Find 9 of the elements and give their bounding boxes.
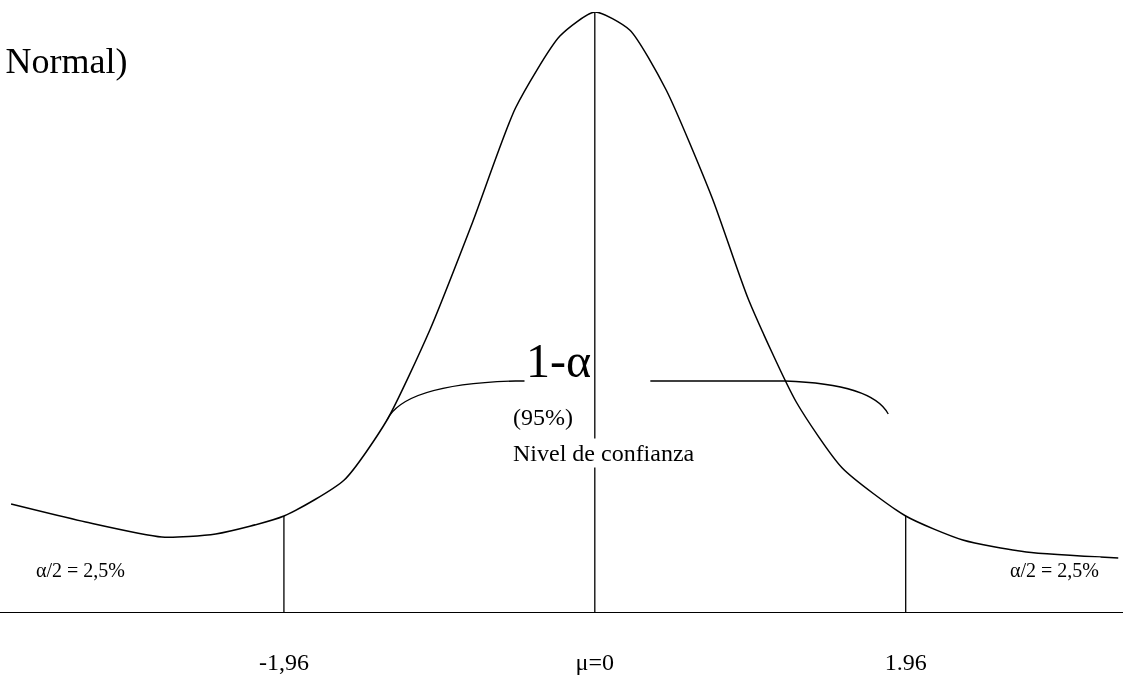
annotation: (95%)	[513, 404, 573, 430]
annotation: α/2 = 2,5%	[36, 559, 125, 581]
annotation: 1-α	[526, 334, 592, 387]
annotation: α/2 = 2,5%	[1010, 559, 1099, 581]
text: Normal)	[5, 40, 128, 81]
x-tick-label: -1,96	[258, 648, 309, 675]
x-tick-label: 1.96	[884, 648, 927, 675]
annotation: Nivel de confianza	[513, 440, 695, 466]
x-tick-label: μ=0	[575, 648, 615, 675]
